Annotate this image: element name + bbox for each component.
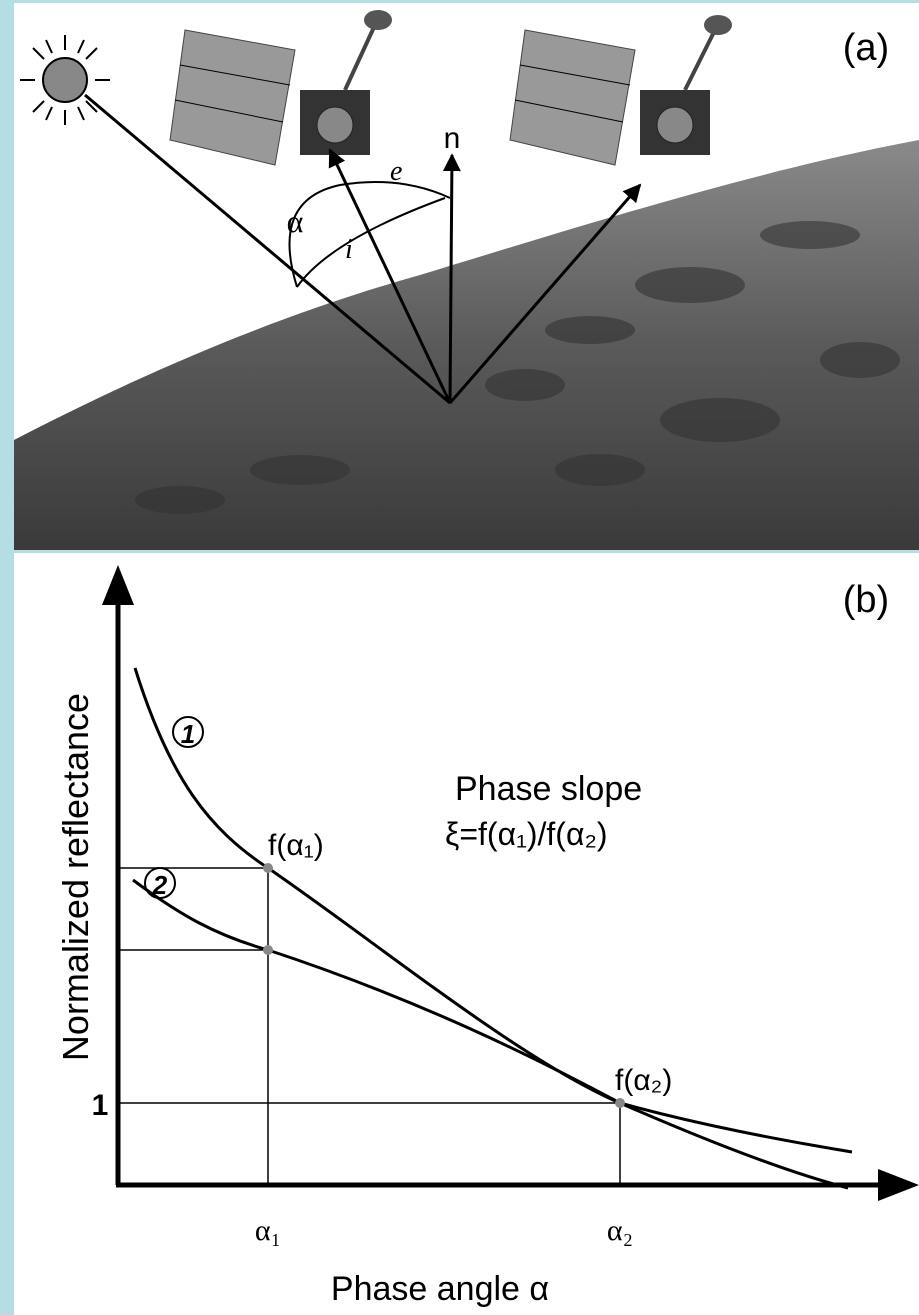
annotation-formula: ξ=f(α₁)/f(α₂) <box>445 816 608 852</box>
x-tick-label: α₂ <box>607 1214 633 1247</box>
e-label: e <box>390 156 402 187</box>
i-label: i <box>345 234 353 265</box>
point-label: f(α₂) <box>615 1064 672 1097</box>
panel-label: (b) <box>843 579 889 621</box>
panel-b: (b) Normalized reflectance Phase angle α… <box>14 553 919 1315</box>
panel-background <box>14 553 919 1315</box>
y-axis-label: Normalized reflectance <box>55 693 96 1061</box>
annotation-title: Phase slope <box>455 770 642 808</box>
figure: (a) n α i e (b) Normalized reflectance P… <box>0 0 919 1315</box>
curve-label: 1 <box>181 719 195 749</box>
y-tick-label: 1 <box>92 1089 109 1122</box>
point-label: f(α₁) <box>268 829 324 862</box>
panel-label: (a) <box>843 27 889 69</box>
normal-label: n <box>444 122 461 155</box>
sun <box>20 35 110 125</box>
x-tick-label: α₁ <box>255 1214 281 1247</box>
x-axis-label: Phase angle α <box>331 1270 549 1308</box>
alpha-label: α <box>287 203 304 239</box>
curve-label: 2 <box>152 870 168 900</box>
panel-a: (a) n α i e <box>14 3 919 550</box>
